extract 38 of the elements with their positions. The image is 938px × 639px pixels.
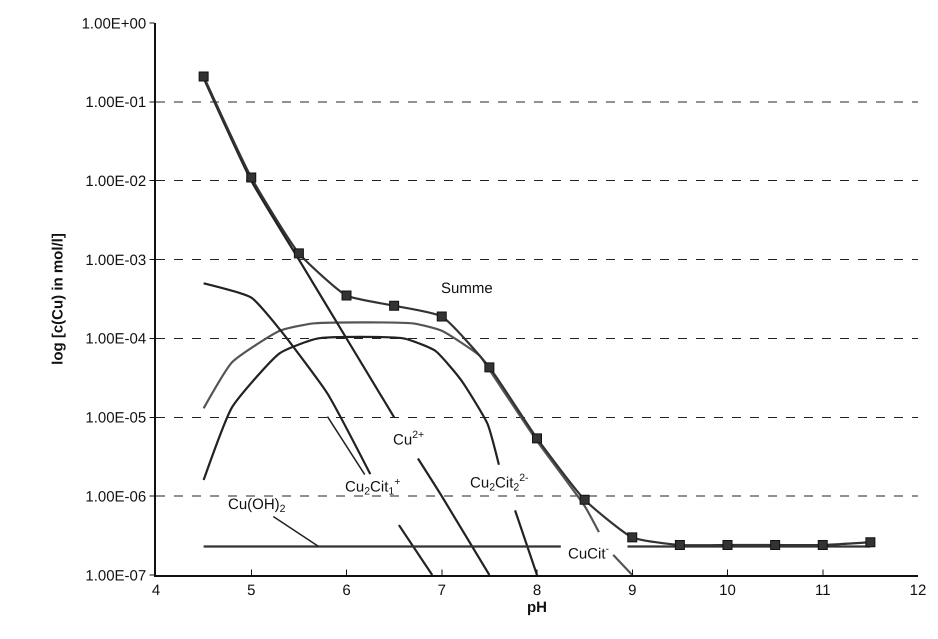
x-tick-label: 9	[628, 582, 636, 599]
point	[674, 540, 685, 550]
y-tick-label: 1.00E-03	[85, 252, 146, 269]
series-label: Summe	[441, 280, 493, 297]
point	[818, 540, 828, 550]
x-tick-label: 10	[719, 582, 736, 599]
y-axis-title: log [c(Cu) in mol/l]	[49, 233, 66, 365]
y-tick-label: 1.00E-05	[85, 410, 146, 427]
point	[532, 433, 542, 444]
x-tick-label: 11	[814, 582, 831, 599]
point	[722, 540, 732, 550]
series-label: Cu$^{2+}$	[393, 429, 424, 448]
y-tick-label: 1.00E-07	[85, 567, 146, 584]
x-tick-label: 4	[152, 582, 160, 599]
x-axis-title: pH	[527, 598, 547, 616]
series-label: CuCit$^{-}$	[568, 543, 610, 562]
x-tick-label: 5	[247, 582, 256, 599]
point	[198, 71, 209, 82]
point	[627, 532, 638, 542]
x-tick-label: 12	[910, 582, 926, 599]
point	[389, 300, 400, 311]
y-tick-label: 1.00E-04	[85, 330, 146, 348]
point	[246, 172, 256, 182]
point	[436, 311, 447, 322]
x-tick-label: 8	[532, 582, 542, 599]
point	[294, 248, 304, 258]
x-tick-label: 7	[438, 582, 446, 599]
point	[342, 290, 352, 301]
text: Cu(OH)$_{2}$	[228, 496, 286, 516]
y-tick-label: 1.00E-01	[85, 94, 146, 112]
y-tick-label: 1.00E+00	[82, 15, 146, 32]
y-tick-label: 1.00E-02	[85, 172, 146, 190]
x-tick-label: 6	[342, 582, 351, 599]
y-tick-label: 1.00E-06	[85, 488, 146, 506]
point	[484, 362, 494, 372]
point	[865, 537, 876, 548]
point	[580, 494, 590, 505]
point	[770, 540, 780, 550]
